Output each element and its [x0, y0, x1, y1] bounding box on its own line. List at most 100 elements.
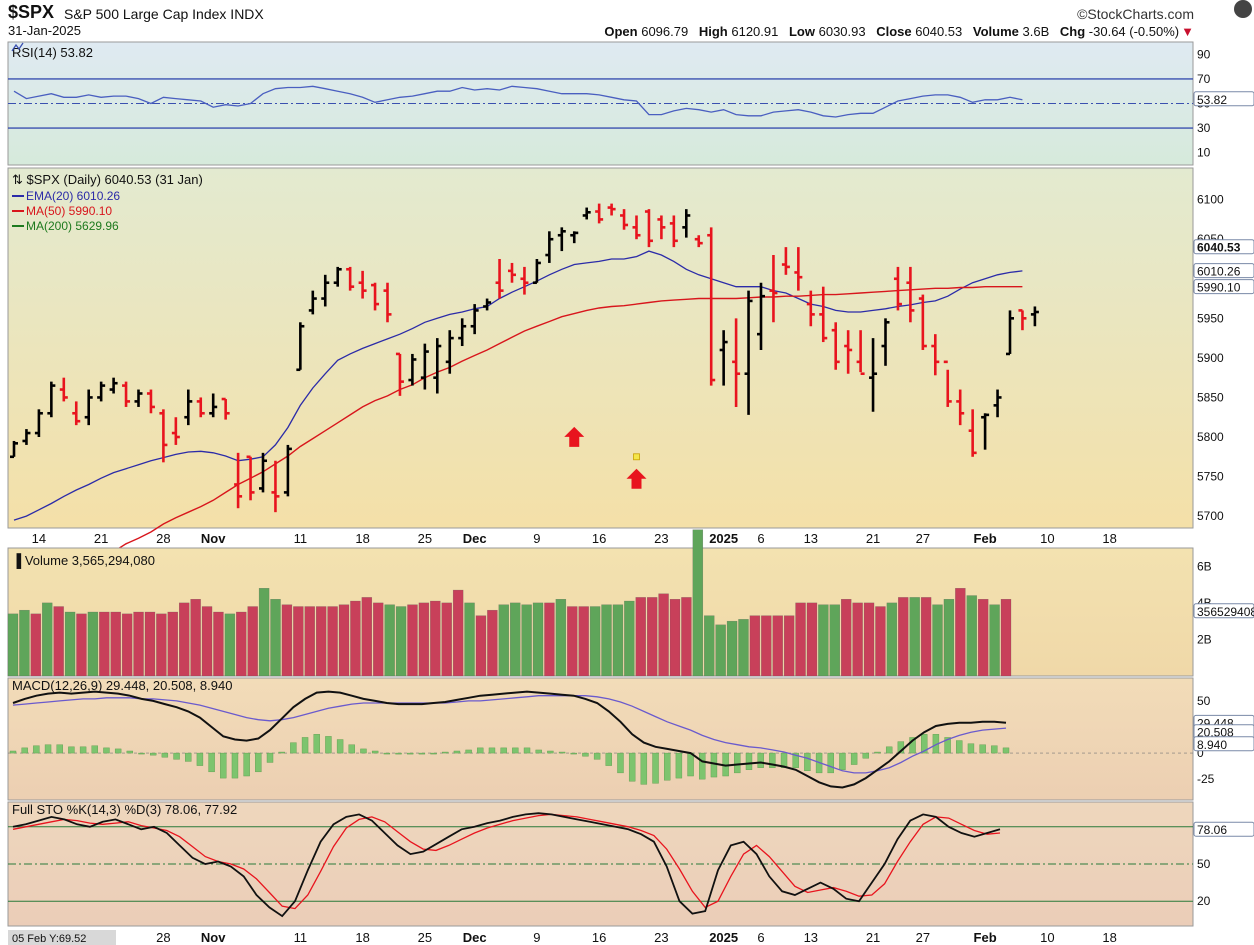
volume-bar	[932, 604, 943, 677]
macd-histogram-bar	[523, 747, 531, 754]
rsi-tick-label: 10	[1197, 146, 1211, 160]
macd-histogram-bar	[430, 752, 437, 755]
volume-bar	[818, 604, 829, 677]
ohlc-bar	[719, 330, 728, 386]
ohlc-bar	[844, 330, 853, 374]
macd-histogram-bar	[850, 752, 858, 765]
volume-title: ▐ Volume 3,565,294,080	[12, 553, 155, 569]
x-axis-label-bottom: 11	[294, 930, 308, 945]
volume-bar	[258, 588, 270, 677]
x-axis-label-bottom: Nov	[201, 930, 226, 945]
symbol-description: S&P 500 Large Cap Index INDX	[64, 6, 264, 22]
x-axis-label: 11	[294, 531, 308, 546]
x-axis-label: 2025	[709, 531, 738, 546]
ohlc-bar	[508, 262, 516, 283]
macd-histogram-bar	[231, 752, 239, 779]
volume-bar	[795, 602, 806, 677]
ohlc-volume-value: 3.6B	[1022, 24, 1050, 39]
macd-histogram-bar	[827, 752, 834, 774]
price-right-label: 5990.10	[1197, 281, 1241, 295]
x-axis-label-bottom: 28	[156, 930, 170, 945]
ohlc-bar	[570, 231, 579, 244]
macd-histogram-bar	[699, 752, 706, 780]
macd-line	[12, 690, 1007, 789]
ohlc-bar	[433, 338, 442, 394]
ohlc-bar	[259, 452, 267, 493]
macd-histogram-bar	[956, 740, 963, 754]
sto-tick-label: 50	[1197, 857, 1211, 871]
volume-tick-label: 2B	[1197, 632, 1212, 646]
ohlc-bar	[184, 389, 193, 426]
macd-histogram-bar	[909, 737, 916, 754]
price-tick-label: 5950	[1197, 311, 1224, 325]
macd-histogram-bar	[138, 752, 145, 755]
macd-histogram-bar	[944, 737, 951, 754]
volume-bar	[875, 606, 886, 677]
macd-histogram-bar	[874, 751, 881, 754]
volume-bar	[806, 602, 818, 677]
options-icon[interactable]	[1234, 0, 1252, 18]
volume-bar	[966, 595, 977, 677]
macd-histogram-bar	[769, 752, 776, 768]
volume-bar	[681, 597, 692, 677]
volume-bar	[555, 599, 567, 677]
x-axis-label-bottom: Dec	[463, 930, 487, 945]
macd-histogram-bar	[418, 752, 426, 755]
ohlc-bar	[234, 452, 243, 509]
sto-d-line	[12, 813, 1001, 910]
macd-histogram-bar	[617, 752, 624, 774]
legend-entry: MA(200) 5629.96	[26, 219, 119, 233]
volume-bar	[977, 599, 989, 677]
volume-bar	[213, 611, 224, 677]
macd-histogram-bar	[500, 747, 507, 754]
x-axis-label: Nov	[201, 531, 226, 546]
x-axis-label: Dec	[463, 531, 487, 546]
x-axis-label: 10	[1040, 531, 1054, 546]
volume-bar	[373, 602, 384, 677]
ohlc-bar	[271, 460, 280, 513]
volume-bar	[909, 597, 920, 677]
volume-bar	[567, 606, 578, 677]
ohlc-bar	[221, 397, 230, 420]
up-arrow-marker	[626, 468, 647, 489]
x-axis-label-bottom: 21	[866, 930, 880, 945]
macd-histogram-bar	[407, 752, 414, 755]
volume-bar	[863, 602, 875, 677]
sto-title: Full STO %K(14,3) %D(3) 78.06, 77.92	[12, 802, 237, 817]
macd-histogram-bar	[921, 734, 928, 754]
rsi-tick-label: 90	[1197, 47, 1211, 61]
ohlc-bar	[346, 266, 355, 291]
ohlc-bar	[906, 266, 915, 323]
price-tick-label: 5800	[1197, 430, 1224, 444]
ohlc-bar	[831, 322, 840, 370]
macd-histogram-bar	[593, 752, 601, 760]
ohlc-bar	[358, 270, 367, 299]
macd-histogram-bar	[383, 752, 391, 755]
volume-bar	[646, 597, 658, 677]
macd-value-label: 8.940	[1197, 738, 1227, 752]
symbol: $SPX	[8, 2, 55, 22]
price-tick-label: 5700	[1197, 509, 1224, 523]
ohlc-open-label: Open	[604, 24, 638, 39]
ohlc-bar	[732, 318, 741, 407]
price-right-label: 6010.26	[1197, 265, 1241, 279]
volume-bar	[19, 609, 30, 677]
ohlc-bar	[694, 235, 703, 248]
x-axis-label: 9	[533, 531, 540, 546]
macd-histogram-bar	[979, 744, 986, 754]
rsi-value-label-box	[1193, 91, 1254, 107]
ohlc-bar	[371, 282, 380, 311]
ohlc-bar	[296, 322, 305, 372]
volume-bar	[738, 619, 749, 677]
macd-histogram-bar	[208, 752, 215, 773]
macd-histogram-bar	[734, 752, 741, 774]
price-right-label-box	[1193, 239, 1254, 255]
volume-bar	[441, 602, 452, 677]
x-axis-label: 21	[866, 531, 880, 546]
ohlc-bar	[1018, 309, 1027, 331]
volume-bar	[943, 599, 955, 677]
volume-bar	[898, 597, 909, 677]
price-right-label: 6040.53	[1197, 241, 1241, 255]
macd-histogram-bar	[453, 750, 461, 754]
